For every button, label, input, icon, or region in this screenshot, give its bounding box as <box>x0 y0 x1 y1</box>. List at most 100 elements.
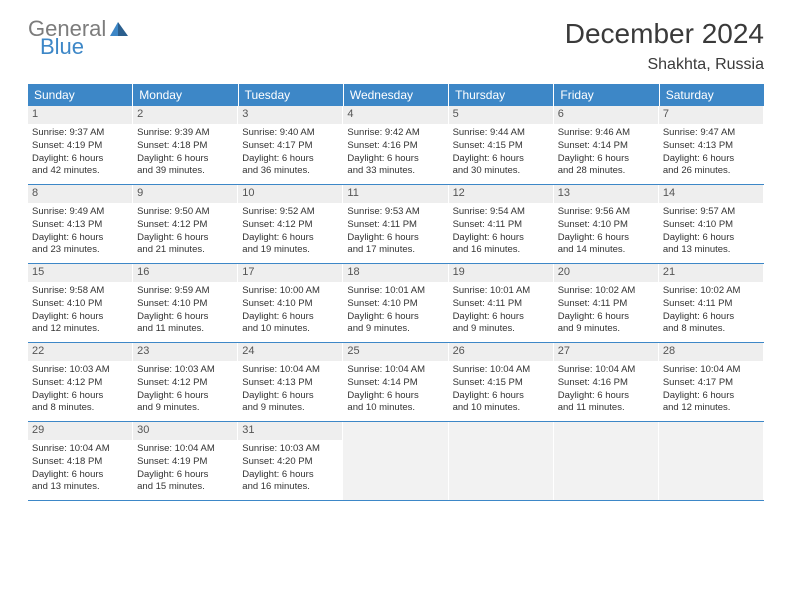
day-number: 7 <box>659 106 763 124</box>
sunrise-text: Sunrise: 10:01 AM <box>453 285 549 297</box>
calendar-day: 18Sunrise: 10:01 AMSunset: 4:10 PMDaylig… <box>343 264 448 342</box>
calendar-day: 27Sunrise: 10:04 AMSunset: 4:16 PMDaylig… <box>554 343 659 421</box>
daylight-text: Daylight: 6 hours <box>32 232 128 244</box>
daylight-text: and 16 minutes. <box>242 481 338 493</box>
daylight-text: Daylight: 6 hours <box>453 153 549 165</box>
calendar-day: 4Sunrise: 9:42 AMSunset: 4:16 PMDaylight… <box>343 106 448 184</box>
sunset-text: Sunset: 4:10 PM <box>347 298 443 310</box>
daylight-text: Daylight: 6 hours <box>137 153 233 165</box>
sunrise-text: Sunrise: 10:04 AM <box>347 364 443 376</box>
day-number: 29 <box>28 422 132 440</box>
sunset-text: Sunset: 4:10 PM <box>32 298 128 310</box>
day-number: 27 <box>554 343 658 361</box>
calendar-week: 1Sunrise: 9:37 AMSunset: 4:19 PMDaylight… <box>28 106 764 185</box>
sunrise-text: Sunrise: 10:02 AM <box>663 285 759 297</box>
weekday-header: Thursday <box>449 84 554 106</box>
calendar-day: 23Sunrise: 10:03 AMSunset: 4:12 PMDaylig… <box>133 343 238 421</box>
day-number: 17 <box>238 264 342 282</box>
daylight-text: Daylight: 6 hours <box>663 232 759 244</box>
sunrise-text: Sunrise: 10:03 AM <box>32 364 128 376</box>
daylight-text: Daylight: 6 hours <box>663 153 759 165</box>
day-number: 16 <box>133 264 237 282</box>
sunrise-text: Sunrise: 9:52 AM <box>242 206 338 218</box>
calendar-day-empty <box>343 422 448 500</box>
calendar-day: 8Sunrise: 9:49 AMSunset: 4:13 PMDaylight… <box>28 185 133 263</box>
daylight-text: and 17 minutes. <box>347 244 443 256</box>
day-number: 4 <box>343 106 447 124</box>
weekday-header: Friday <box>554 84 659 106</box>
daylight-text: and 13 minutes. <box>32 481 128 493</box>
calendar-day: 6Sunrise: 9:46 AMSunset: 4:14 PMDaylight… <box>554 106 659 184</box>
calendar-day: 2Sunrise: 9:39 AMSunset: 4:18 PMDaylight… <box>133 106 238 184</box>
daylight-text: and 39 minutes. <box>137 165 233 177</box>
daylight-text: Daylight: 6 hours <box>453 311 549 323</box>
day-number: 1 <box>28 106 132 124</box>
daylight-text: Daylight: 6 hours <box>663 390 759 402</box>
day-number: 18 <box>343 264 447 282</box>
sunrise-text: Sunrise: 9:47 AM <box>663 127 759 139</box>
page-subtitle: Shakhta, Russia <box>565 56 764 74</box>
daylight-text: and 9 minutes. <box>347 323 443 335</box>
daylight-text: and 11 minutes. <box>558 402 654 414</box>
day-number: 11 <box>343 185 447 203</box>
sunrise-text: Sunrise: 9:39 AM <box>137 127 233 139</box>
calendar-day: 26Sunrise: 10:04 AMSunset: 4:15 PMDaylig… <box>449 343 554 421</box>
calendar-day: 13Sunrise: 9:56 AMSunset: 4:10 PMDayligh… <box>554 185 659 263</box>
daylight-text: and 15 minutes. <box>137 481 233 493</box>
day-number: 6 <box>554 106 658 124</box>
daylight-text: Daylight: 6 hours <box>347 232 443 244</box>
sunrise-text: Sunrise: 9:46 AM <box>558 127 654 139</box>
calendar-day-empty <box>449 422 554 500</box>
sunrise-text: Sunrise: 10:04 AM <box>242 364 338 376</box>
daylight-text: and 19 minutes. <box>242 244 338 256</box>
daylight-text: and 12 minutes. <box>663 402 759 414</box>
day-number: 8 <box>28 185 132 203</box>
daylight-text: Daylight: 6 hours <box>347 153 443 165</box>
daylight-text: and 10 minutes. <box>453 402 549 414</box>
calendar-week: 29Sunrise: 10:04 AMSunset: 4:18 PMDaylig… <box>28 422 764 501</box>
daylight-text: and 9 minutes. <box>242 402 338 414</box>
daylight-text: Daylight: 6 hours <box>242 232 338 244</box>
daylight-text: Daylight: 6 hours <box>32 311 128 323</box>
calendar-day: 9Sunrise: 9:50 AMSunset: 4:12 PMDaylight… <box>133 185 238 263</box>
day-number: 24 <box>238 343 342 361</box>
sunrise-text: Sunrise: 9:59 AM <box>137 285 233 297</box>
sunset-text: Sunset: 4:19 PM <box>32 140 128 152</box>
day-number: 3 <box>238 106 342 124</box>
daylight-text: and 14 minutes. <box>558 244 654 256</box>
calendar-day: 7Sunrise: 9:47 AMSunset: 4:13 PMDaylight… <box>659 106 764 184</box>
calendar-day: 25Sunrise: 10:04 AMSunset: 4:14 PMDaylig… <box>343 343 448 421</box>
sunset-text: Sunset: 4:17 PM <box>242 140 338 152</box>
sunset-text: Sunset: 4:11 PM <box>347 219 443 231</box>
sunrise-text: Sunrise: 9:57 AM <box>663 206 759 218</box>
sunset-text: Sunset: 4:15 PM <box>453 140 549 152</box>
sunset-text: Sunset: 4:12 PM <box>137 377 233 389</box>
sunrise-text: Sunrise: 10:04 AM <box>137 443 233 455</box>
daylight-text: Daylight: 6 hours <box>242 153 338 165</box>
weekday-header: Tuesday <box>239 84 344 106</box>
sunset-text: Sunset: 4:11 PM <box>558 298 654 310</box>
calendar-day: 5Sunrise: 9:44 AMSunset: 4:15 PMDaylight… <box>449 106 554 184</box>
daylight-text: and 8 minutes. <box>663 323 759 335</box>
day-number: 30 <box>133 422 237 440</box>
daylight-text: and 26 minutes. <box>663 165 759 177</box>
day-number: 2 <box>133 106 237 124</box>
sunrise-text: Sunrise: 9:49 AM <box>32 206 128 218</box>
sunrise-text: Sunrise: 9:54 AM <box>453 206 549 218</box>
daylight-text: and 9 minutes. <box>558 323 654 335</box>
daylight-text: and 36 minutes. <box>242 165 338 177</box>
sunset-text: Sunset: 4:14 PM <box>347 377 443 389</box>
sunset-text: Sunset: 4:19 PM <box>137 456 233 468</box>
sunrise-text: Sunrise: 9:58 AM <box>32 285 128 297</box>
calendar-day: 1Sunrise: 9:37 AMSunset: 4:19 PMDaylight… <box>28 106 133 184</box>
calendar-day: 14Sunrise: 9:57 AMSunset: 4:10 PMDayligh… <box>659 185 764 263</box>
calendar-week: 22Sunrise: 10:03 AMSunset: 4:12 PMDaylig… <box>28 343 764 422</box>
sunset-text: Sunset: 4:11 PM <box>663 298 759 310</box>
sunrise-text: Sunrise: 10:00 AM <box>242 285 338 297</box>
daylight-text: Daylight: 6 hours <box>32 153 128 165</box>
sunset-text: Sunset: 4:17 PM <box>663 377 759 389</box>
title-block: December 2024 Shakhta, Russia <box>565 18 764 74</box>
logo-text-blue: Blue <box>40 36 84 58</box>
daylight-text: and 28 minutes. <box>558 165 654 177</box>
sunrise-text: Sunrise: 10:04 AM <box>32 443 128 455</box>
